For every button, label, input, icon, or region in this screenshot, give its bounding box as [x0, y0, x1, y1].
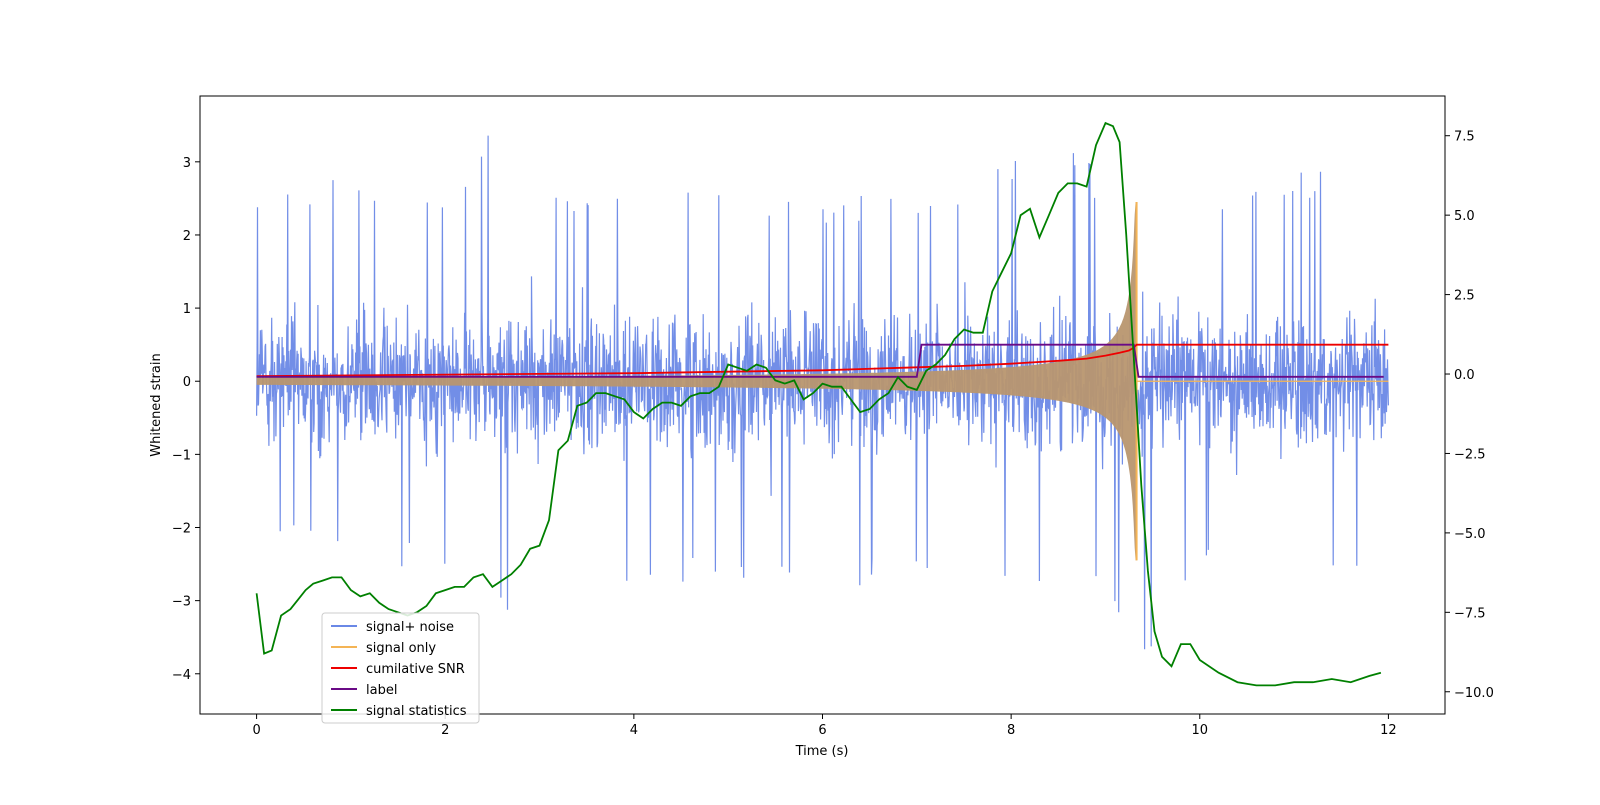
- legend-label-noise: signal+ noise: [366, 620, 454, 635]
- x-axis: 0 2 4 6 8 10 12: [252, 714, 1397, 738]
- y2-tick-label: 2.5: [1454, 289, 1475, 304]
- y-tick-label: −4: [172, 668, 191, 683]
- y2-tick-label: −10.0: [1454, 686, 1494, 701]
- y-tick-label: 0: [183, 375, 191, 390]
- legend-label-signal: signal only: [366, 641, 436, 656]
- y-tick-label: 2: [183, 229, 191, 244]
- y2-tick-label: 5.0: [1454, 209, 1475, 224]
- x-tick-label: 12: [1380, 723, 1397, 738]
- legend-label-label: label: [366, 683, 397, 698]
- y2-tick-label: 0.0: [1454, 368, 1475, 383]
- x-tick-label: 8: [1007, 723, 1015, 738]
- y-tick-label: −2: [172, 522, 191, 537]
- y2-tick-label: −5.0: [1454, 527, 1486, 542]
- legend-label-stat: signal statistics: [366, 704, 467, 719]
- legend-label-snr: cumilative SNR: [366, 662, 465, 677]
- x-tick-label: 6: [818, 723, 826, 738]
- series-signal-only: [256, 202, 1137, 561]
- x-tick-label: 10: [1191, 723, 1208, 738]
- y-tick-label: 3: [183, 156, 191, 171]
- y2-tick-label: 7.5: [1454, 130, 1475, 145]
- x-tick-label: 2: [441, 723, 449, 738]
- legend-box: [321, 612, 480, 724]
- y2-tick-label: −7.5: [1454, 606, 1486, 621]
- y-axis-left: −4 −3 −2 −1 0 1 2 3: [172, 156, 200, 683]
- y-axis-label: Whitened strain: [149, 353, 164, 456]
- series-signal-statistics: [255, 121, 1382, 687]
- y2-tick-label: −2.5: [1454, 447, 1486, 462]
- series-cumulative-snr: [256, 343, 1389, 377]
- series-label: [256, 343, 1384, 378]
- y-axis-right: −10.0 −7.5 −5.0 −2.5 0.0 2.5 5.0 7.5: [1445, 130, 1494, 701]
- y-tick-label: −3: [172, 595, 191, 610]
- legend: signal+ noise signal only cumilative SNR la…: [321, 612, 480, 724]
- y-tick-label: 1: [183, 302, 191, 317]
- x-tick-label: 0: [252, 723, 260, 738]
- y-tick-label: −1: [172, 448, 191, 463]
- series-signal-noise: [256, 135, 1389, 650]
- x-axis-label: Time (s): [795, 744, 849, 759]
- x-tick-label: 4: [630, 723, 638, 738]
- plot-area: [255, 121, 1389, 687]
